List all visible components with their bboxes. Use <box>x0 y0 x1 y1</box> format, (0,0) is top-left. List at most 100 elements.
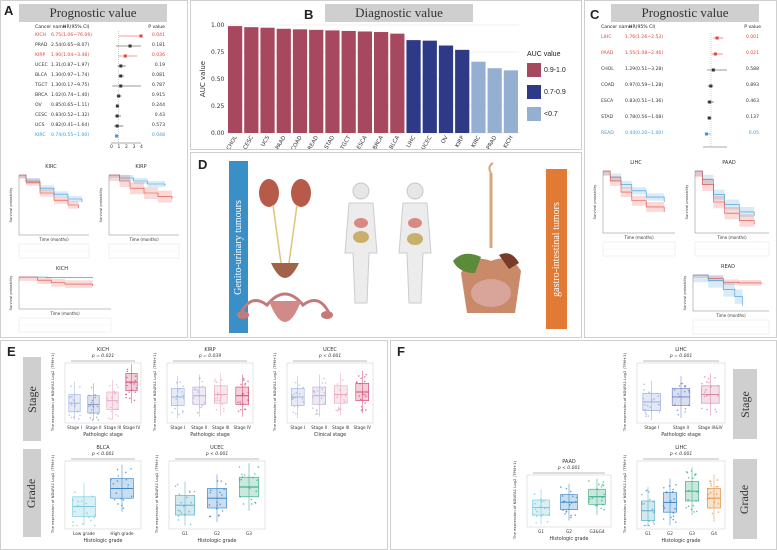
box-point <box>221 494 223 496</box>
box-x-label: Histologic grade <box>661 538 700 544</box>
box-point <box>569 490 572 493</box>
km-curve <box>695 170 755 225</box>
box-y-label: The expression of NDUFA1 Log2 (TPM+1) <box>152 352 157 432</box>
box-point <box>220 379 223 381</box>
box-point <box>570 516 572 519</box>
bar-cesc <box>244 27 259 133</box>
box-pvalue: p < 0.001 <box>557 465 581 471</box>
box-pvalue: p = 0.021 <box>91 353 115 359</box>
box-point <box>653 398 655 400</box>
box-pvalue: p < 0.001 <box>205 451 229 457</box>
box-point <box>363 376 366 378</box>
box-y-label: The expression of NDUFA1 Log2 (TPM+1) <box>622 352 627 432</box>
box-point <box>180 512 183 514</box>
box-point <box>648 498 651 501</box>
km-y-label: Survival probability <box>683 275 687 311</box>
km-y-label: Survival probability <box>685 184 689 220</box>
box-point <box>107 417 110 420</box>
box-frame <box>168 460 266 530</box>
box-point <box>316 390 319 392</box>
forest-tick-label: 4 <box>140 144 143 149</box>
box-point <box>219 503 221 506</box>
box-point <box>695 510 698 513</box>
km-a-kirc-plot: KIRC Time (months) Survival probability <box>9 164 90 259</box>
box-pvalue: p < 0.001 <box>669 451 693 457</box>
box-category-label: G3&G4 <box>589 529 604 534</box>
box-frame <box>526 474 612 528</box>
box-point <box>125 376 128 379</box>
forest-row-kirc: KIRC 0.74(0.55~1.00) 0.048 <box>11 131 171 141</box>
box-point <box>94 393 97 396</box>
box-point <box>335 409 337 411</box>
fp-a-rows: KICH 6.75(1.06~76.06) 0.041 PRAD 2.54(0.65~8… <box>11 31 171 143</box>
forest-row-hr: 6.75(1.06~76.06) <box>51 33 93 38</box>
forest-tick-label: 3 <box>133 144 136 149</box>
box-point <box>112 482 115 485</box>
legend-item: 0.9-1.0 <box>527 63 566 77</box>
x-tick-label: LIHC <box>406 135 418 149</box>
box-point <box>242 379 245 381</box>
km-y-label: Survival probability <box>9 275 13 311</box>
box-point <box>570 514 572 517</box>
box-point <box>692 504 695 507</box>
forest-row-ucs: UCS 0.82(0.41~1.64) 0.573 <box>11 121 171 131</box>
km-a-kich: KICH Time (months) Survival probability <box>7 263 117 335</box>
box-pvalue: p < 0.001 <box>91 451 115 457</box>
box-point <box>175 398 177 401</box>
km-curve <box>19 276 93 286</box>
box-category-label: Stage IV <box>353 425 371 430</box>
box-point <box>685 506 688 509</box>
box-point <box>533 493 536 495</box>
box-point <box>222 407 225 410</box>
box-point <box>543 499 545 502</box>
forest-row-hr: 0.83(0.51~1.36) <box>625 99 664 104</box>
box-point <box>90 409 93 411</box>
forest-row-pvalue: 0.036 <box>151 53 165 58</box>
box-point <box>97 419 100 421</box>
box-category-label: G2 <box>214 531 220 536</box>
box-point <box>209 489 212 492</box>
box-point <box>244 384 246 386</box>
box-point <box>181 411 184 414</box>
box-x-label: Histologic grade <box>549 536 588 542</box>
box-point <box>312 407 314 409</box>
box-point <box>707 377 710 380</box>
box-point <box>253 473 256 475</box>
box-point <box>129 397 131 400</box>
panel-c-forest-plot: Cancer name HR(95% CI) P value LIHC 1.76(… <box>595 25 765 149</box>
box-y-label: The expression of NDUFA1 Log2 (TPM+1) <box>154 454 159 534</box>
fp-a-header-cancer: Cancer name <box>35 25 66 30</box>
fp-c-header-p: P value <box>744 25 761 30</box>
box-point <box>219 491 221 494</box>
box-point <box>670 516 672 519</box>
box-title: LIHC <box>675 347 687 353</box>
box-point <box>182 410 184 412</box>
box-point <box>716 479 719 481</box>
forest-row-name: PAAD <box>601 51 614 56</box>
box-category-label: G3 <box>246 531 252 536</box>
box-point <box>110 410 113 413</box>
box-point <box>133 399 136 402</box>
forest-row-pvalue: 0.137 <box>745 115 759 120</box>
box-point <box>693 511 696 513</box>
x-tick-label: KICH <box>503 135 515 149</box>
box-point <box>177 515 180 517</box>
box-point <box>130 467 132 470</box>
legend-swatch <box>527 63 541 77</box>
box-point <box>673 498 675 500</box>
box-point <box>238 466 241 468</box>
forest-point <box>115 134 119 138</box>
box-point <box>192 397 195 399</box>
box-pvalue: p = 0.001 <box>669 353 693 359</box>
box-point <box>220 480 223 482</box>
forest-row-name: BRCA <box>35 93 48 98</box>
box-category-label: G4 <box>711 531 717 536</box>
box-point <box>174 407 177 410</box>
box-point <box>705 381 708 383</box>
box-point <box>243 474 246 476</box>
panel-b: B Diagnostic value 0.00 0.25 0.50 0.75 1.00 C… <box>190 0 582 150</box>
km-curve <box>19 174 79 208</box>
box-point <box>559 486 562 488</box>
